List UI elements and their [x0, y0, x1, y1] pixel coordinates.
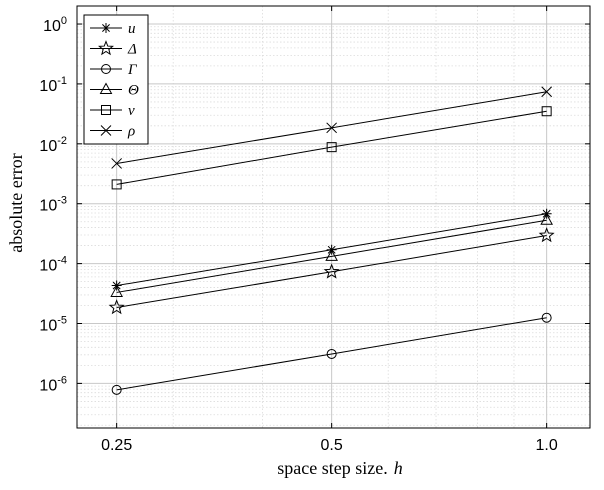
data-point-square	[541, 106, 552, 117]
plot-frame	[76, 5, 591, 429]
legend-label: ν	[128, 103, 135, 119]
data-point-x	[541, 86, 553, 98]
data-point-circle-shape	[326, 348, 337, 359]
y-tick-label: 10-4	[39, 255, 67, 275]
legend-item: Θ	[90, 82, 139, 99]
data-point-triangle-shape	[540, 213, 553, 225]
data-point-star	[538, 227, 555, 243]
data-point-square	[326, 142, 337, 153]
series-line	[116, 234, 547, 308]
axes-layer	[76, 5, 591, 429]
data-point-x-shape	[541, 86, 553, 98]
data-point-star	[323, 263, 340, 279]
data-point-x-shape	[111, 158, 123, 169]
legend-item: Δ	[90, 40, 137, 58]
legend-label: Θ	[128, 83, 139, 99]
y-tick-label: 100	[43, 15, 67, 35]
legend-marker-circle-shape	[101, 64, 111, 74]
y-tick-label: 10-3	[39, 195, 67, 215]
legend-item: ρ	[90, 124, 135, 140]
series-layer	[108, 86, 555, 395]
data-point-circle-shape	[541, 312, 552, 323]
data-point-triangle-shape	[110, 285, 123, 297]
legend-box	[83, 14, 149, 145]
data-point-star-shape	[108, 299, 125, 315]
legend-marker-asterisk	[101, 23, 111, 33]
data-point-triangle	[110, 285, 123, 297]
data-point-x	[111, 158, 123, 169]
legend-marker-x	[100, 125, 112, 136]
grid-layer	[77, 5, 590, 428]
x-tick-label: 0.5	[321, 437, 343, 454]
series-x	[111, 86, 553, 169]
data-point-square	[111, 179, 122, 190]
legend-label: u	[128, 21, 136, 37]
legend-marker-square-shape	[101, 105, 111, 115]
legend-item: Γ	[90, 62, 138, 78]
data-point-square-shape	[541, 106, 552, 117]
legend-label: Δ	[127, 42, 137, 58]
legend-label: Γ	[127, 62, 138, 78]
data-point-square-shape	[111, 179, 122, 190]
legend-marker-circle	[101, 64, 111, 74]
y-tick-label: 10-1	[39, 75, 67, 95]
series-triangle	[110, 213, 553, 297]
legend-marker-triangle	[99, 82, 113, 94]
data-point-circle-shape	[111, 384, 122, 395]
data-point-star-shape	[538, 227, 555, 243]
data-point-triangle	[325, 249, 338, 261]
series-square	[111, 106, 552, 190]
data-point-square-shape	[326, 142, 337, 153]
y-tick-label: 10-2	[39, 135, 67, 155]
y-tick-label: 10-6	[39, 374, 67, 394]
data-point-circle	[111, 384, 122, 395]
data-point-circle	[541, 312, 552, 323]
legend-marker-triangle-shape	[99, 82, 113, 94]
legend-marker-star	[98, 40, 114, 56]
data-point-x	[326, 122, 338, 134]
series-star	[108, 227, 555, 315]
data-point-circle	[326, 348, 337, 359]
legend-item: u	[90, 21, 136, 37]
data-point-star-shape	[323, 263, 340, 279]
data-point-triangle	[540, 213, 553, 225]
series-line	[116, 110, 547, 185]
x-tick-label: 1.0	[536, 437, 558, 454]
legend-marker-star-shape	[98, 40, 114, 56]
y-tick-label: 10-5	[39, 315, 67, 335]
data-point-star	[108, 299, 125, 315]
tick-labels-layer: 0.25 0.5 1.0 10-6 10-5 10-4 10-3 10-2 10-1 100	[39, 15, 557, 454]
series-line	[116, 219, 547, 293]
x-axis-label: space step size. h	[277, 458, 402, 478]
series-circle	[111, 312, 552, 395]
data-point-x-shape	[326, 122, 338, 134]
data-point-triangle-shape	[325, 249, 338, 261]
y-axis-label: absolute error	[6, 153, 26, 252]
legend-item: ν	[90, 103, 135, 119]
series-line	[116, 317, 547, 391]
x-tick-label: 0.25	[101, 437, 132, 454]
legend-marker-x-shape	[100, 125, 112, 136]
legend-marker-asterisk-shape	[101, 23, 111, 33]
legend-marker-square	[101, 105, 111, 115]
legend-label: ρ	[127, 124, 135, 140]
